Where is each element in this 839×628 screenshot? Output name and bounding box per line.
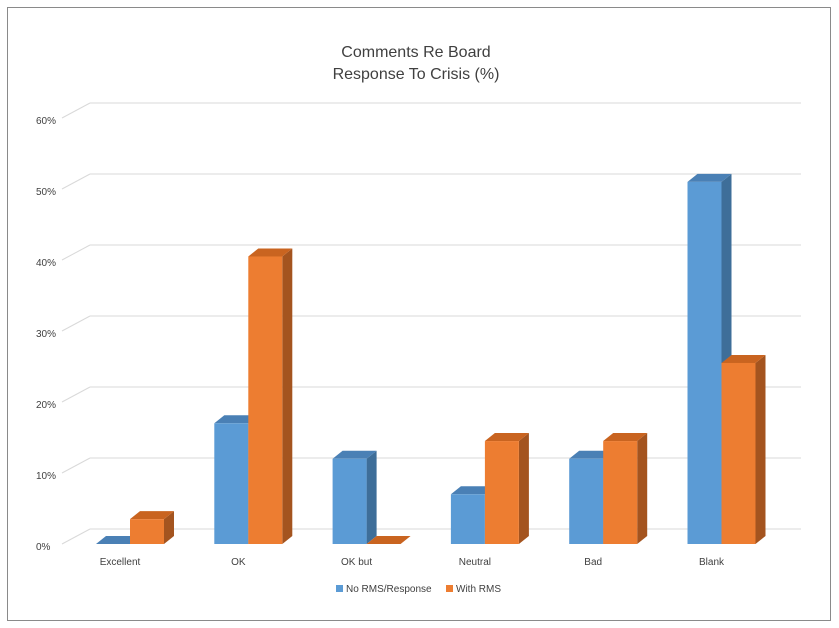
y-tick-label: 10% [36,471,56,482]
bar-front [130,519,164,544]
y-tick-label: 60% [36,116,56,127]
bar-front [687,181,722,544]
bar-front [248,256,283,544]
bar-top [96,536,140,544]
legend-swatch [336,585,343,592]
y-tick-label: 50% [36,187,56,198]
chart-title-line-2: Response To Crisis (%) [333,66,500,83]
bar-side [282,248,293,544]
gridline-depth-50% [61,173,91,190]
gridline-depth-10% [61,457,91,474]
bar-side [637,433,648,544]
bar-top [366,536,411,544]
bar-ok-but-0 [332,450,377,544]
bar-neutral-1 [484,433,529,544]
gridline-depth-40% [61,244,91,261]
bar-excellent-0 [96,536,140,544]
bar-top [484,433,529,442]
x-category-label: Excellent [100,557,141,568]
bar-front [603,441,638,544]
x-category-label: Bad [584,557,602,568]
bars [96,173,766,544]
chart-title: Comments Re Board Response To Crisis (%) [333,44,500,83]
bar-top [130,511,174,520]
gridline-depth-60% [61,102,91,119]
y-tick-label: 30% [36,329,56,340]
bar-front [214,423,249,544]
gridline-depth-0% [61,528,91,545]
x-axis-categories: Excellent OK OK but Neutral Bad Blank [100,557,725,568]
bar-side [366,450,377,544]
bar-blank-1 [721,354,766,544]
legend-swatch [446,585,453,592]
bar-top [603,433,648,442]
y-tick-label: 0% [36,542,51,553]
x-category-label: OK but [341,557,372,568]
bar-top [332,450,377,459]
bar-front [484,441,519,544]
bar-top [569,450,614,459]
bar-ok-1 [248,248,293,544]
bar-top [721,354,766,363]
bar-side [518,433,529,544]
bar-bad-1 [603,433,648,544]
bar-front [332,458,367,544]
bar-excellent-1 [130,511,174,544]
gridline-depth-30% [61,315,91,332]
legend-label: No RMS/Response [346,584,432,595]
bar-top [687,173,732,182]
bar-side [164,511,174,544]
bar-top [214,415,259,424]
x-category-label: OK [231,557,246,568]
y-tick-label: 20% [36,400,56,411]
bar-front [569,458,604,544]
bar-top [248,248,293,257]
x-category-label: Blank [699,557,725,568]
bar-top [450,486,495,495]
bar-front [721,362,756,544]
bar-front [450,494,485,544]
legend: No RMS/Response With RMS [336,584,501,595]
legend-label: With RMS [456,584,501,595]
chart-title-line-1: Comments Re Board [341,44,490,61]
gridline-depth-20% [61,386,91,403]
gridlines [61,102,801,545]
y-axis-ticks: 0% 10% 20% 30% 40% 50% 60% [36,116,56,553]
x-category-label: Neutral [459,557,491,568]
bar-side [755,354,766,544]
bar-ok-but-1 [366,536,411,544]
y-tick-label: 40% [36,258,56,269]
